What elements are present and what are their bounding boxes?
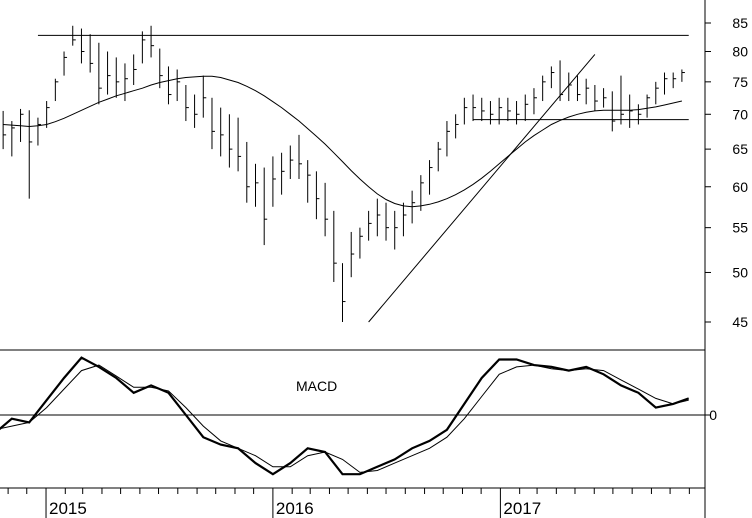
price-panel [2,25,689,323]
macd-label: MACD [296,378,337,394]
x-tick-label: 2016 [276,499,314,518]
macd-line [0,356,690,476]
y-tick-label: 45 [732,314,748,330]
x-axis: 2015 2016 2017 [0,487,705,518]
y-tick-label: 65 [732,141,748,157]
y-axis: 85 80 75 70 65 60 55 50 45 0 [704,0,748,518]
y-tick-label: 80 [732,44,748,60]
macd-signal-line [0,364,689,473]
x-tick-label: 2015 [49,499,87,518]
macd-y-tick-label: 0 [709,407,717,423]
moving-average-line [3,75,683,208]
x-tick-label: 2017 [503,499,541,518]
y-tick-label: 85 [732,15,748,31]
y-tick-label: 55 [732,220,748,236]
macd-panel: MACD [0,349,705,476]
y-tick-label: 60 [732,179,748,195]
y-tick-label: 70 [732,106,748,122]
y-tick-label: 50 [732,264,748,280]
trendline [368,54,596,323]
y-tick-label: 75 [732,74,748,90]
